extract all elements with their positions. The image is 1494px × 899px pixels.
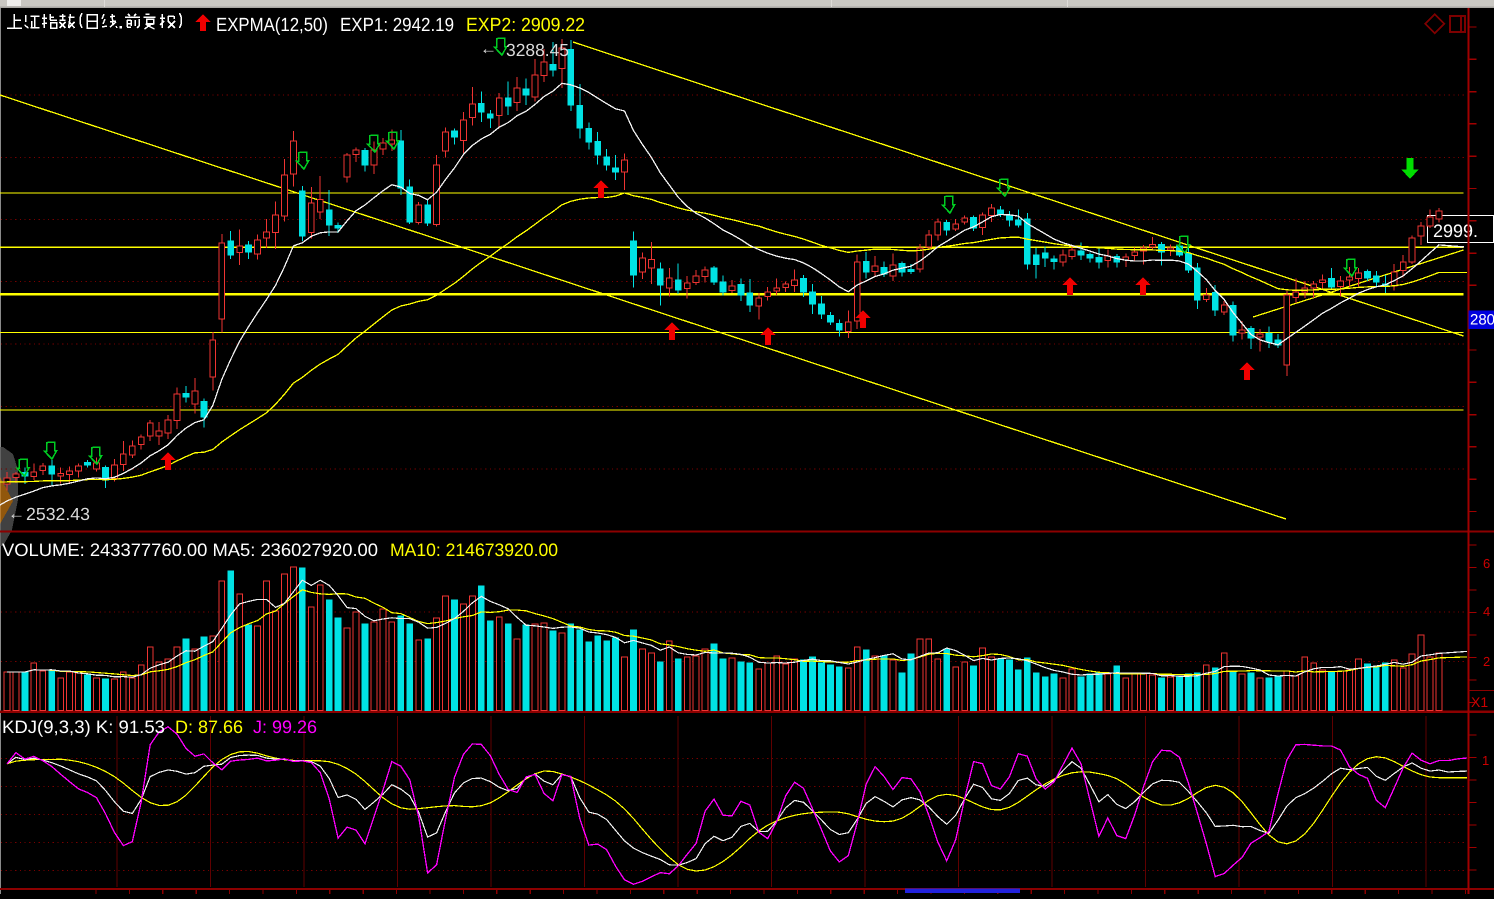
svg-text:←: ← [8, 504, 25, 523]
svg-text:1: 1 [1482, 753, 1489, 768]
svg-text:3288.45: 3288.45 [506, 40, 569, 60]
svg-text:J: 99.26: J: 99.26 [253, 717, 317, 737]
svg-text:VOLUME: 243377760.00 MA5: 236: VOLUME: 243377760.00 MA5: 236027920.00 [2, 540, 378, 560]
svg-text:X1: X1 [1471, 694, 1488, 710]
svg-text:EXP2: 2909.22: EXP2: 2909.22 [466, 15, 585, 36]
svg-text:6: 6 [1483, 556, 1490, 571]
svg-text:EXP1: 2942.19: EXP1: 2942.19 [340, 15, 454, 36]
svg-text:KDJ(9,3,3) K: 91.53: KDJ(9,3,3) K: 91.53 [2, 717, 165, 737]
svg-text:2532.43: 2532.43 [26, 504, 90, 524]
svg-text:280: 280 [1470, 312, 1494, 329]
svg-text:2: 2 [1483, 654, 1490, 669]
svg-text:EXPMA(12,50): EXPMA(12,50) [216, 15, 328, 36]
svg-text:4: 4 [1483, 604, 1490, 619]
svg-text:←: ← [480, 39, 497, 58]
svg-text:MA10: 214673920.00: MA10: 214673920.00 [390, 540, 558, 560]
svg-text:2999.: 2999. [1433, 221, 1478, 241]
svg-text:D: 87.66: D: 87.66 [175, 717, 243, 737]
